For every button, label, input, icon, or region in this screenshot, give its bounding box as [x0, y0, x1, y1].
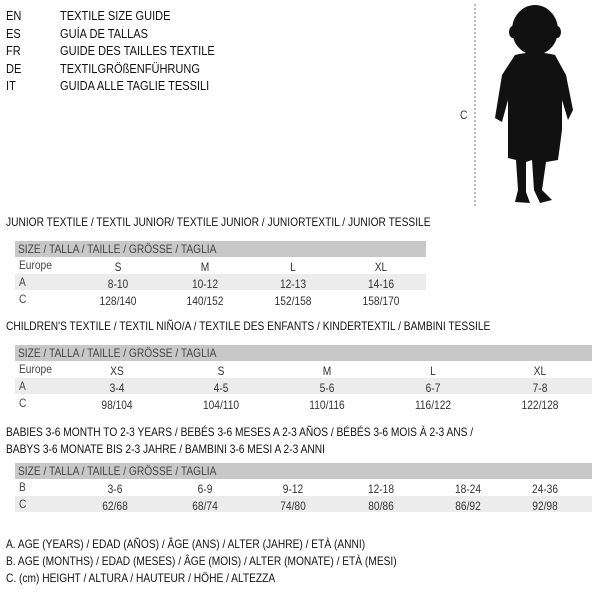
table-cell: 128/140 — [99, 294, 137, 308]
table-cell: 4-5 — [213, 381, 229, 395]
row-stripe — [15, 378, 592, 394]
table-cell: XL — [374, 260, 388, 274]
row-label: Europe — [19, 362, 52, 376]
language-title: GUIDE DES TAILLES TEXTILE — [60, 43, 215, 58]
legend-line: C. (cm) HEIGHT / ALTURA / HAUTEUR / HÖHE… — [6, 571, 276, 585]
table-cell: 122/128 — [521, 398, 559, 412]
row-label: A — [19, 379, 26, 393]
table-cell: 152/158 — [274, 294, 312, 308]
table-cell: 140/152 — [186, 294, 224, 308]
table-cell: L — [430, 364, 436, 378]
table-cell: 104/110 — [202, 398, 240, 412]
size-header-label: SIZE / TALLA / TAILLE / GRÖSSE / TAGLIA — [18, 346, 217, 360]
language-title: GUIDA ALLE TAGLIE TESSILI — [60, 78, 210, 93]
size-header-label: SIZE / TALLA / TAILLE / GRÖSSE / TAGLIA — [18, 242, 217, 256]
legend-line: A. AGE (YEARS) / EDAD (AÑOS) / ÂGE (ANS)… — [6, 537, 366, 551]
table-cell: S — [114, 260, 122, 274]
height-marker-label: C — [460, 108, 468, 122]
table-cell: L — [290, 260, 296, 274]
table-cell: 14-16 — [367, 277, 395, 291]
size-header-band — [15, 241, 426, 257]
language-code: EN — [6, 8, 22, 23]
table-cell: 7-8 — [532, 381, 548, 395]
language-code: IT — [6, 78, 16, 93]
row-label: A — [19, 275, 26, 289]
table-cell: 98/104 — [101, 398, 133, 412]
language-title: GUÍA DE TALLAS — [60, 25, 149, 41]
legend-line: B. AGE (MONTHS) / EDAD (MESES) / ÂGE (MO… — [6, 554, 397, 568]
table-cell: XL — [533, 364, 547, 378]
table-cell: 6-9 — [197, 482, 213, 496]
table-cell: 12-18 — [367, 482, 395, 496]
table-cell: M — [200, 260, 210, 274]
section-title: BABYS 3-6 MONATE BIS 2-3 JAHRE / BAMBINI… — [6, 442, 325, 456]
table-cell: 5-6 — [319, 381, 335, 395]
table-cell: 92/98 — [532, 499, 558, 513]
table-cell: 62/68 — [102, 499, 128, 513]
size-header-label: SIZE / TALLA / TAILLE / GRÖSSE / TAGLIA — [18, 464, 217, 478]
table-cell: 86/92 — [455, 499, 481, 513]
row-label: C — [19, 292, 27, 306]
row-label: C — [19, 396, 27, 410]
row-stripe — [15, 496, 592, 512]
row-label: Europe — [19, 258, 52, 272]
table-cell: 68/74 — [192, 499, 218, 513]
table-cell: 9-12 — [282, 482, 304, 496]
section-title: JUNIOR TEXTILE / TEXTIL JUNIOR/ TEXTILE … — [6, 215, 431, 229]
table-cell: 80/86 — [368, 499, 394, 513]
section-title: CHILDREN'S TEXTILE / TEXTIL NIÑO/A / TEX… — [6, 319, 491, 333]
language-title: TEXTILGRÖßENFÜHRUNG — [60, 60, 200, 76]
table-cell: 8-10 — [107, 277, 129, 291]
section-title: BABIES 3-6 MONTH TO 2-3 YEARS / BEBÉS 3-… — [6, 425, 474, 439]
table-cell: S — [217, 364, 225, 378]
baby-silhouette-figure — [474, 4, 573, 208]
table-cell: M — [322, 364, 332, 378]
table-cell: 18-24 — [454, 482, 482, 496]
language-code: DE — [6, 60, 22, 76]
table-cell: 3-4 — [109, 381, 125, 395]
language-code: FR — [6, 43, 21, 58]
table-cell: 74/80 — [280, 499, 306, 513]
row-label: C — [19, 497, 27, 511]
row-stripe — [15, 274, 426, 290]
table-cell: 10-12 — [191, 277, 219, 291]
table-cell: 6-7 — [425, 381, 441, 395]
table-cell: 158/170 — [362, 294, 400, 308]
table-cell: 116/122 — [414, 398, 452, 412]
language-title: TEXTILE SIZE GUIDE — [60, 8, 171, 23]
table-cell: 24-36 — [531, 482, 559, 496]
size-header-band — [15, 463, 592, 479]
table-cell: 12-13 — [279, 277, 307, 291]
table-cell: 110/116 — [309, 398, 345, 412]
row-label: B — [19, 480, 26, 494]
size-header-band — [15, 345, 592, 361]
language-code: ES — [6, 25, 21, 41]
table-cell: XS — [110, 364, 124, 378]
table-cell: 3-6 — [107, 482, 123, 496]
